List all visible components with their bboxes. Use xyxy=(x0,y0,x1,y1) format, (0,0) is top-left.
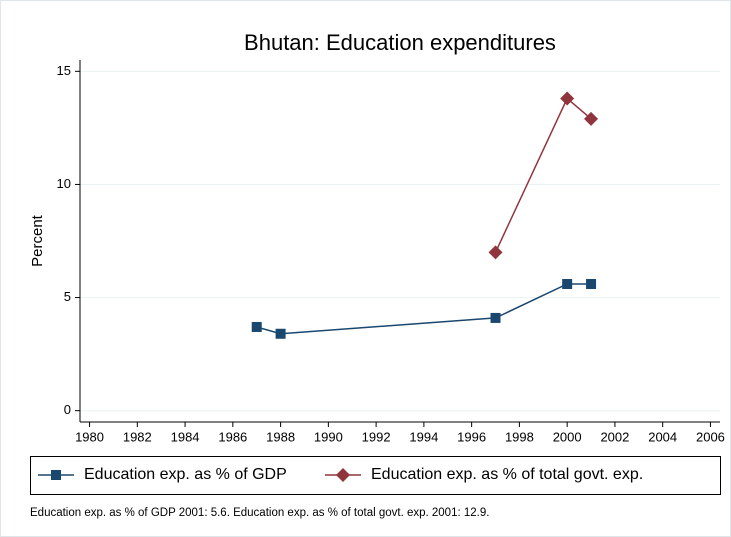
y-axis-label: Percent xyxy=(29,214,46,267)
legend-marker xyxy=(336,468,350,482)
x-tick-label: 1986 xyxy=(218,429,247,444)
x-tick-label: 1982 xyxy=(123,429,152,444)
x-tick-label: 1998 xyxy=(505,429,534,444)
x-tick-label: 2004 xyxy=(648,429,677,444)
x-tick-label: 2002 xyxy=(600,429,629,444)
chart-title: Bhutan: Education expenditures xyxy=(244,30,556,55)
legend-label: Education exp. as % of total govt. exp. xyxy=(371,466,643,483)
x-tick-label: 1994 xyxy=(409,429,438,444)
data-point xyxy=(586,278,597,289)
x-tick-label: 1984 xyxy=(171,429,200,444)
legend-marker xyxy=(51,470,61,480)
legend-box xyxy=(30,456,721,495)
data-point xyxy=(490,312,501,323)
x-tick-label: 2000 xyxy=(553,429,582,444)
data-point xyxy=(275,328,286,339)
y-tick-label: 5 xyxy=(64,289,71,304)
y-tick-label: 10 xyxy=(57,176,71,191)
x-tick-label: 1996 xyxy=(457,429,486,444)
x-tick-label: 1992 xyxy=(362,429,391,444)
data-point xyxy=(584,111,599,126)
data-point xyxy=(560,91,575,106)
x-tick-label: 2006 xyxy=(696,429,725,444)
note: Education exp. as % of GDP 2001: 5.6. Ed… xyxy=(30,507,489,519)
y-tick-label: 0 xyxy=(64,402,71,417)
data-point xyxy=(562,278,573,289)
y-tick-label: 15 xyxy=(57,63,71,78)
x-tick-label: 1988 xyxy=(266,429,295,444)
data-point xyxy=(251,321,262,332)
data-point xyxy=(488,245,503,260)
x-tick-label: 1990 xyxy=(314,429,343,444)
legend-label: Education exp. as % of GDP xyxy=(84,466,287,483)
x-tick-label: 1980 xyxy=(75,429,104,444)
